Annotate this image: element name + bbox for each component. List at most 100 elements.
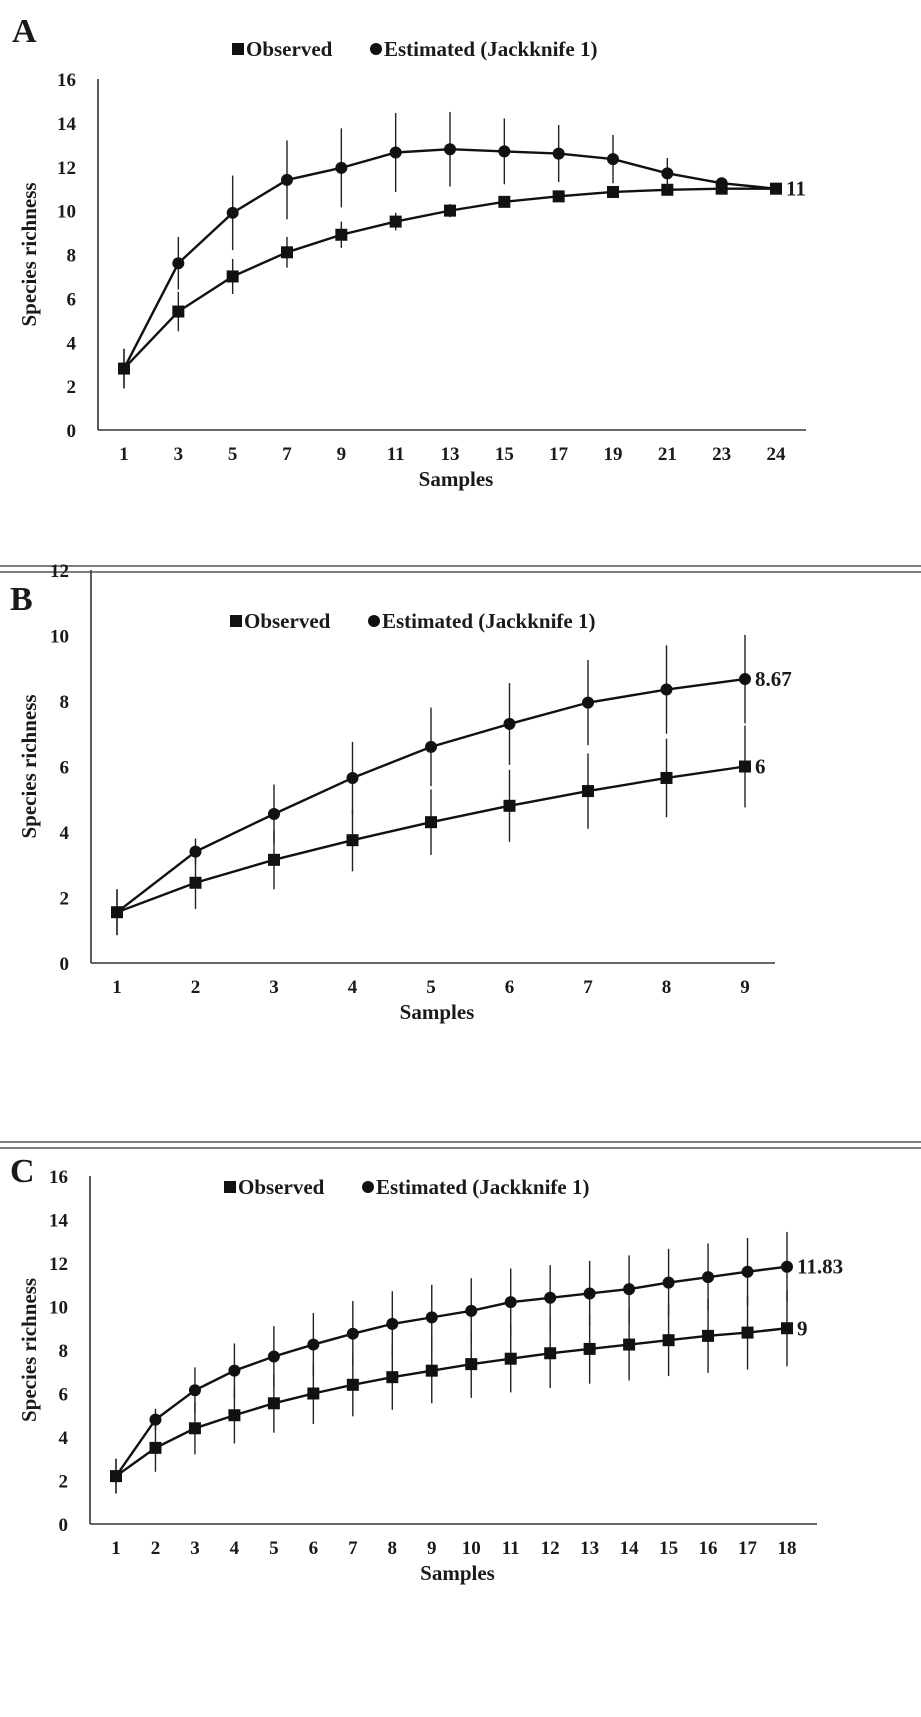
data-point: [389, 146, 402, 159]
data-point: [346, 771, 359, 784]
data-point: [582, 785, 594, 798]
data-point: [346, 1378, 359, 1391]
x-tick-label: 5: [269, 1538, 279, 1559]
y-axis-label: Species richness: [17, 694, 41, 838]
x-tick-label: 14: [620, 1538, 640, 1559]
data-point: [267, 1350, 280, 1363]
data-point: [118, 362, 130, 375]
series-line: [115, 1327, 788, 1478]
data-point: [741, 1326, 754, 1339]
y-tick-label: 16: [57, 70, 76, 91]
data-point: [386, 1317, 399, 1330]
data-point: [389, 215, 402, 228]
x-tick-label: 7: [282, 444, 292, 465]
data-point: [607, 153, 619, 166]
x-tick-label: 8: [388, 1538, 398, 1559]
data-point: [268, 807, 280, 820]
x-axis-label: Samples: [420, 1561, 495, 1585]
end-value-label: 11.83: [797, 1255, 843, 1279]
data-point: [583, 1342, 596, 1355]
x-tick-label: 4: [348, 977, 358, 998]
data-point: [281, 246, 293, 259]
y-tick-label: 14: [49, 1211, 69, 1232]
series-circle: [111, 634, 751, 936]
x-tick-label: 8: [662, 977, 672, 998]
data-point: [111, 906, 123, 919]
data-point: [346, 834, 359, 847]
data-point: [444, 143, 456, 156]
x-tick-label: 6: [505, 977, 515, 998]
x-tick-label: 9: [740, 977, 750, 998]
y-tick-label: 4: [60, 823, 70, 844]
y-tick-label: 14: [57, 114, 77, 135]
y-axis-label: Species richness: [17, 182, 41, 326]
data-point: [544, 1347, 557, 1360]
data-point: [623, 1283, 636, 1296]
x-tick-label: 9: [337, 444, 347, 465]
y-tick-label: 2: [60, 889, 70, 910]
data-point: [110, 1470, 122, 1483]
data-point: [267, 1397, 280, 1410]
legend-entry: Observed: [244, 609, 331, 633]
data-point: [172, 305, 185, 318]
x-tick-label: 17: [549, 444, 569, 465]
data-point: [228, 1364, 241, 1377]
data-point: [172, 257, 185, 270]
data-point: [228, 1409, 241, 1422]
x-tick-label: 1: [112, 977, 122, 998]
end-value-label: 8.67: [755, 667, 792, 691]
data-point: [660, 683, 673, 696]
data-point: [739, 673, 751, 686]
x-tick-label: 3: [190, 1538, 200, 1559]
y-tick-label: 10: [57, 202, 76, 223]
series-circle: [118, 111, 782, 389]
y-tick-label: 6: [60, 758, 70, 779]
data-point: [386, 1371, 399, 1384]
data-point: [465, 1304, 478, 1317]
end-value-label: 11: [786, 177, 806, 201]
x-tick-label: 1: [111, 1538, 121, 1559]
y-tick-label: 8: [67, 246, 77, 267]
data-point: [189, 876, 202, 889]
x-tick-label: 24: [767, 444, 787, 465]
data-point: [582, 696, 594, 709]
data-point: [661, 183, 674, 196]
x-tick-label: 5: [228, 444, 238, 465]
data-point: [504, 1352, 517, 1365]
data-point: [335, 161, 348, 174]
panel-letter: A: [12, 13, 37, 50]
legend-marker-square: [232, 43, 244, 55]
data-point: [149, 1441, 162, 1454]
x-axis-label: Samples: [419, 467, 494, 491]
data-point: [702, 1271, 715, 1284]
data-point: [307, 1387, 320, 1400]
series-line: [115, 1265, 788, 1477]
x-tick-label: 4: [230, 1538, 240, 1559]
y-tick-label: 12: [50, 561, 69, 582]
data-point: [660, 771, 673, 784]
series-square: [110, 1290, 793, 1494]
y-tick-label: 2: [67, 377, 77, 398]
data-point: [268, 853, 280, 866]
x-tick-label: 9: [427, 1538, 437, 1559]
legend-marker-square: [224, 1181, 236, 1193]
data-point: [188, 1384, 201, 1397]
data-point: [781, 1322, 793, 1335]
data-point: [715, 177, 728, 190]
y-tick-label: 0: [67, 421, 77, 442]
data-point: [662, 1334, 675, 1347]
data-point: [503, 799, 516, 812]
x-tick-label: 3: [174, 444, 184, 465]
x-tick-label: 13: [580, 1538, 599, 1559]
x-tick-label: 5: [426, 977, 436, 998]
x-tick-label: 15: [659, 1538, 678, 1559]
data-point: [425, 1364, 438, 1377]
data-point: [503, 717, 516, 730]
data-point: [189, 845, 202, 858]
data-point: [498, 195, 511, 208]
panel-letter: C: [10, 1153, 35, 1190]
y-tick-label: 4: [67, 333, 77, 354]
data-point: [552, 147, 565, 160]
x-tick-label: 12: [541, 1538, 560, 1559]
